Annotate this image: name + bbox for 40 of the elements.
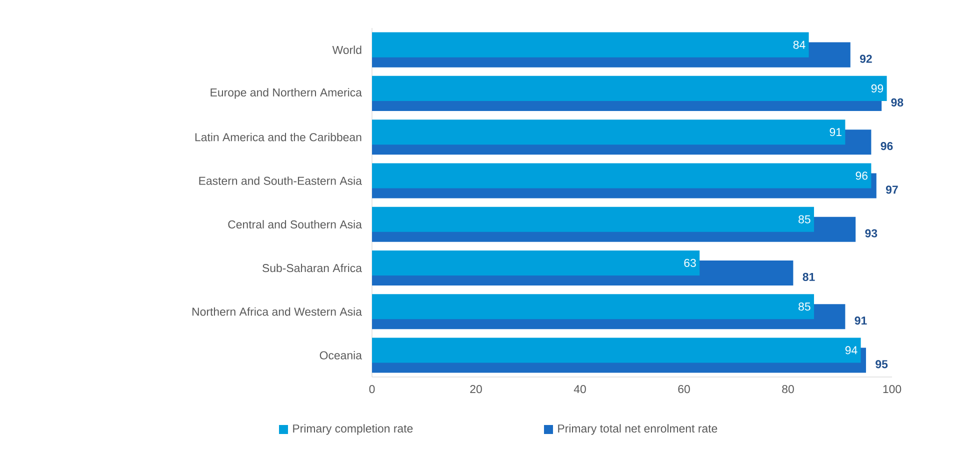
bar bbox=[372, 120, 846, 145]
y-tick-label: Europe and Northern America bbox=[210, 88, 362, 99]
data-label: 95 bbox=[876, 360, 888, 368]
data-label: 91 bbox=[854, 316, 867, 325]
y-tick-label: World bbox=[332, 46, 362, 54]
data-label: 84 bbox=[793, 40, 806, 49]
data-label: 98 bbox=[891, 98, 904, 106]
x-tick-label: 40 bbox=[574, 385, 586, 394]
y-tick-label: Sub-Saharan Africa bbox=[262, 264, 362, 272]
data-label: 93 bbox=[865, 229, 878, 238]
x-tick-label: 0 bbox=[369, 385, 375, 394]
bar bbox=[372, 338, 861, 363]
y-tick-label: Oceania bbox=[320, 350, 362, 360]
data-label: 85 bbox=[798, 215, 810, 224]
data-label: 92 bbox=[860, 54, 872, 63]
legend-label: Primary total net enrolment rate bbox=[558, 424, 718, 435]
x-tick-label: 80 bbox=[782, 385, 794, 394]
bar bbox=[372, 76, 887, 101]
data-label: 91 bbox=[830, 128, 842, 136]
bar bbox=[372, 206, 814, 232]
x-tick-label: 20 bbox=[470, 385, 482, 394]
y-tick-label: Eastern and South-Eastern Asia bbox=[199, 176, 362, 185]
data-label: 94 bbox=[845, 346, 858, 354]
bar bbox=[372, 294, 814, 320]
data-label: 96 bbox=[880, 142, 893, 150]
data-label: 96 bbox=[856, 172, 868, 180]
bar bbox=[372, 250, 700, 276]
data-label: 99 bbox=[871, 84, 884, 92]
data-label: 63 bbox=[684, 258, 696, 267]
data-label: 97 bbox=[886, 186, 898, 194]
data-label: 81 bbox=[802, 272, 815, 281]
y-tick-label: Latin America and the Caribbean bbox=[195, 132, 362, 142]
bar bbox=[372, 32, 809, 58]
data-label: 85 bbox=[798, 302, 810, 311]
y-tick-label: Central and Southern Asia bbox=[228, 220, 362, 229]
legend-label: Primary completion rate bbox=[293, 424, 413, 435]
y-tick-label: Northern Africa and Western Asia bbox=[192, 307, 362, 316]
x-tick-label: 60 bbox=[678, 385, 690, 394]
x-tick-label: 100 bbox=[883, 385, 902, 394]
bar bbox=[372, 163, 872, 188]
